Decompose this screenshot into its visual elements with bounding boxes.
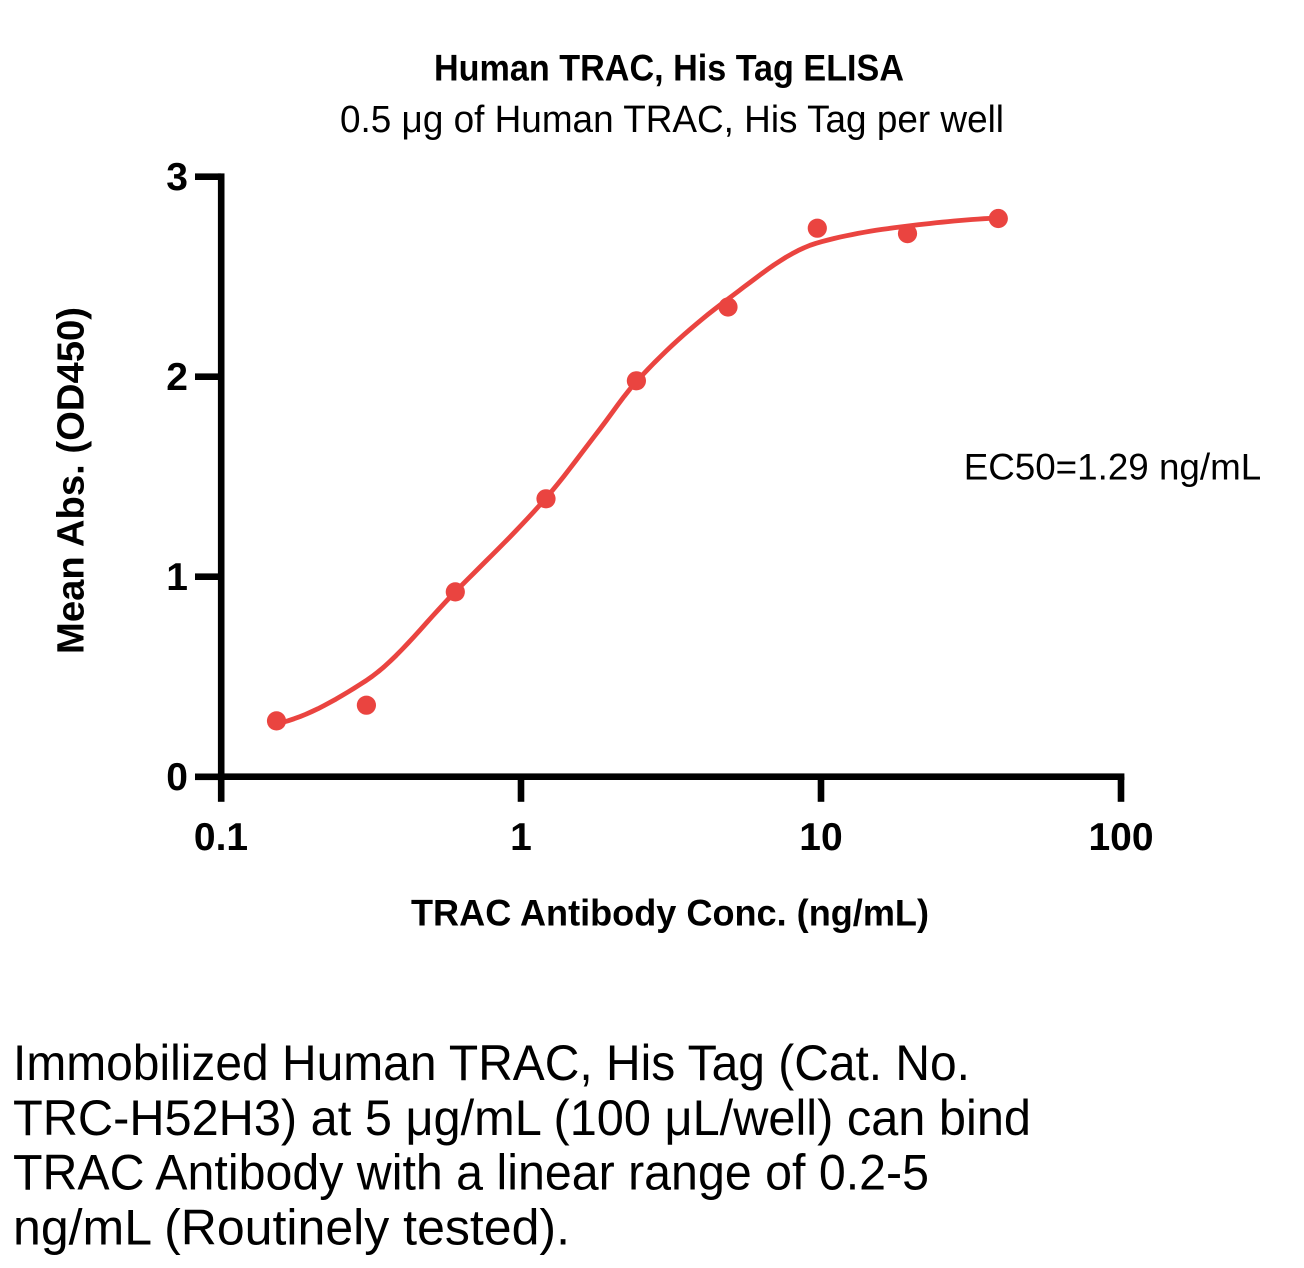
svg-text:2: 2	[166, 356, 188, 399]
svg-text:10: 10	[799, 816, 842, 859]
svg-text:0: 0	[166, 756, 188, 799]
svg-text:ng/mL (Routinely tested).: ng/mL (Routinely tested).	[13, 1200, 570, 1256]
svg-text:Human TRAC, His Tag ELISA: Human TRAC, His Tag ELISA	[434, 47, 904, 89]
svg-text:0.1: 0.1	[194, 816, 248, 859]
svg-text:1: 1	[166, 556, 188, 599]
svg-text:EC50=1.29 ng/mL: EC50=1.29 ng/mL	[964, 446, 1261, 488]
svg-text:1: 1	[510, 816, 532, 859]
svg-text:100: 100	[1088, 816, 1153, 859]
svg-text:TRC-H52H3) at 5 μg/mL (100 μL/: TRC-H52H3) at 5 μg/mL (100 μL/well) can …	[13, 1090, 1031, 1146]
svg-text:TRAC Antibody with a linear ra: TRAC Antibody with a linear range of 0.2…	[13, 1145, 929, 1201]
svg-text:0.5 μg of Human TRAC, His Tag: 0.5 μg of Human TRAC, His Tag per well	[340, 99, 1004, 141]
svg-text:TRAC Antibody Conc. (ng/mL): TRAC Antibody Conc. (ng/mL)	[411, 893, 929, 934]
svg-text:3: 3	[166, 156, 188, 199]
svg-text:Immobilized Human TRAC, His Ta: Immobilized Human TRAC, His Tag (Cat. No…	[13, 1035, 970, 1091]
svg-text:Mean Abs. (OD450): Mean Abs. (OD450)	[51, 307, 93, 654]
